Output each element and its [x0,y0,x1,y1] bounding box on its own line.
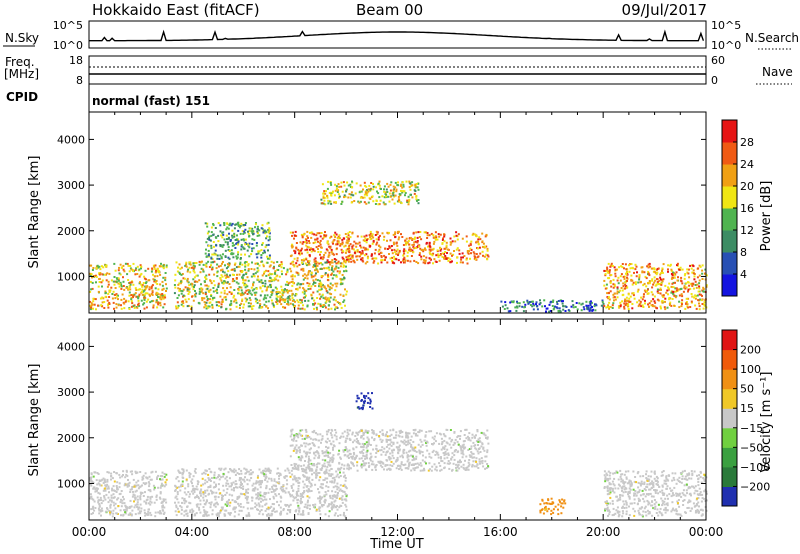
freq-label: Freq. [5,55,35,69]
colorbar-tick-label: 100 [740,363,761,376]
velocity-y-axis: 1000 2000 3000 4000 [57,340,706,490]
colorbar-segment [722,230,737,253]
power-x-axis [88,112,707,313]
colorbar-tick-label: 4 [740,268,747,281]
x-tick-label: 20:00 [586,525,621,539]
x-tick-label: 04:00 [175,525,210,539]
colorbar-segment [722,142,737,165]
colorbar-segment [722,186,737,209]
freq-tick-bottom: 8 [76,74,83,87]
y-tick-label: 1000 [57,270,85,283]
power-colorbar: 4 8 12 16 20 24 28 [721,119,754,297]
colorbar-tick-label: 50 [740,383,754,396]
x-tick-label: 12:00 [380,525,415,539]
echo-region-0 [89,469,168,518]
power-y-axis: 1000 2000 3000 4000 [57,133,706,283]
colorbar-tick-label: −50 [740,441,763,454]
colorbar-tick-label: 16 [740,202,754,215]
velocity-panel: 1000 2000 3000 4000 00:00 04:00 08:00 12:00 16:… [27,318,724,552]
nsky-trace [89,29,705,42]
velocity-x-axis: 00:00 04:00 08:00 12:00 16:00 20:00 00:00 [72,319,724,539]
echo-region-6 [603,262,708,311]
x-tick-label: 16:00 [483,525,518,539]
nsky-label: N.Sky [5,31,39,45]
colorbar-tick-label: −200 [740,480,770,493]
colorbar-segment [722,447,737,468]
echo-region-0 [89,262,168,311]
y-tick-label: 2000 [57,225,85,238]
date-label: 09/Jul/2017 [622,1,707,19]
echo-region-3 [355,392,374,411]
colorbar-tick-label: 200 [740,344,761,357]
nave-tick-bottom: 0 [711,74,718,87]
y-tick-label: 3000 [57,386,85,399]
power-panel: 1000 2000 3000 4000 Slant Range [km] [27,111,708,314]
colorbar-tick-label: −15 [740,422,763,435]
x-tick-label: 08:00 [277,525,312,539]
colorbar-tick-label: 24 [740,158,754,171]
x-tick-label: 00:00 [72,525,107,539]
colorbar-tick-label: 8 [740,246,747,259]
colorbar-segment [722,208,737,231]
colorbar-segment [722,369,737,390]
nsearch-tick-top: 10^5 [711,19,741,32]
echo-region-1 [174,467,348,518]
colorbar-segment [722,120,737,143]
cpid-panel: CPID normal (fast) 151 [6,84,210,112]
velocity-colorbar: 200 100 50 15 −15 −50 −100 −200 [721,329,770,507]
freq-panel: Freq. [MHz] 18 8 60 0 Nave [4,54,793,87]
echo-region-1 [173,260,348,311]
velocity-ylabel: Slant Range [km] [27,364,42,477]
echo-region-5 [603,469,708,518]
colorbar-segment [722,427,737,448]
colorbar-segment [722,164,737,187]
y-tick-label: 1000 [57,477,85,490]
y-tick-label: 4000 [57,340,85,353]
beam-label: Beam 00 [356,1,423,19]
echo-region-3 [289,230,490,265]
colorbar-segment [722,466,737,487]
colorbar-tick-label: −100 [740,461,770,474]
y-tick-label: 4000 [57,133,85,146]
cpid-value: normal (fast) 151 [92,94,210,108]
velocity-echoes [89,392,708,518]
echo-region-5 [500,299,605,313]
y-tick-label: 3000 [57,179,85,192]
colorbar-segment [722,486,737,507]
cpid-label: CPID [6,90,38,104]
echo-region-2 [289,428,490,472]
echo-region-4 [320,180,420,206]
freq-unit: [MHz] [4,67,39,81]
colorbar-tick-label: 15 [740,402,754,415]
colorbar-segment [722,330,737,351]
nsky-tick-bottom: 10^0 [53,39,83,52]
echo-region-2 [204,221,271,261]
nsearch-tick-bottom: 10^0 [711,39,741,52]
colorbar-tick-label: 28 [740,136,754,149]
y-tick-label: 2000 [57,432,85,445]
nsky-tick-top: 10^5 [53,19,83,32]
colorbar-tick-label: 20 [740,180,754,193]
colorbar-segment [722,408,737,429]
colorbar-segment [722,252,737,275]
nsearch-label: N.Search [745,31,799,45]
colorbar-tick-label: 12 [740,224,754,237]
nave-label: Nave [762,65,793,79]
nsky-panel: N.Sky 10^5 10^0 10^5 10^0 N.Search [3,19,799,52]
power-ylabel: Slant Range [km] [27,156,42,269]
nave-tick-top: 60 [711,54,725,67]
time-axis-label: Time UT [369,537,423,552]
power-colorbar-label: Power [dB] [759,181,774,252]
x-tick-label: 00:00 [689,525,724,539]
colorbar-segment [722,274,737,297]
plot-title: Hokkaido East (fitACF) [92,1,260,19]
colorbar-segment [722,349,737,370]
echo-region-4 [539,497,567,516]
velocity-colorbar-label: Velocity [m s⁻¹] [759,372,774,473]
freq-tick-top: 18 [69,54,83,67]
colorbar-segment [722,388,737,409]
power-echoes [89,180,708,313]
